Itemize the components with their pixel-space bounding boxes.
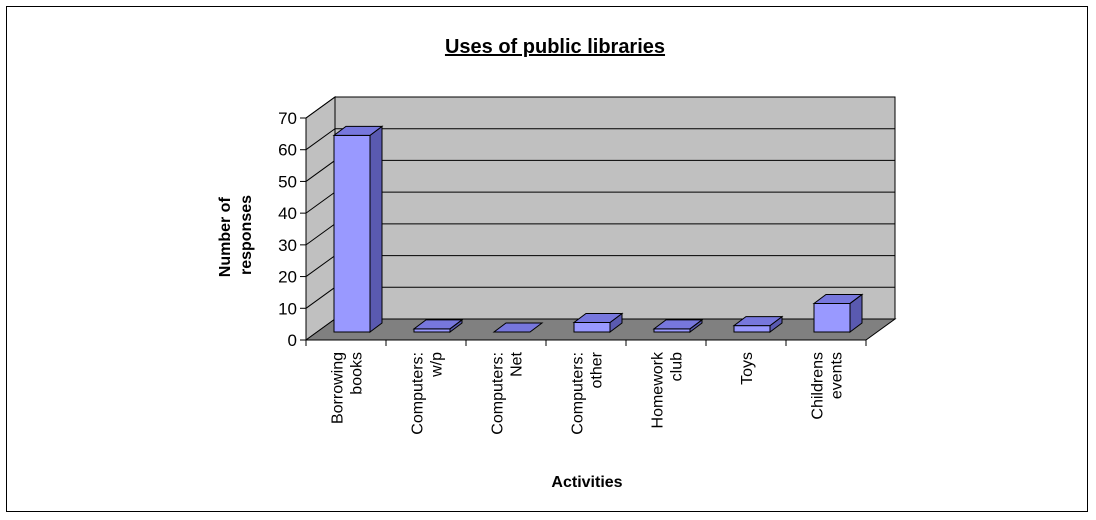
x-tick-label-line: Borrowing [330,352,347,424]
x-tick-label: Computers: w/p [410,352,446,435]
x-tick-label-line: events [829,352,846,399]
bar-side [369,125,383,333]
x-tick-label-line: Net [509,351,526,376]
bar [732,315,784,333]
bar-front [333,134,371,333]
y-tick-label: 0 [288,331,297,350]
y-tick-label: 50 [278,172,297,191]
y-axis-title-line-1: Number of [217,197,234,278]
x-tick-label-line: books [349,352,366,395]
y-tick-label: 10 [278,299,297,318]
bar [812,293,864,333]
y-tick-label: 30 [278,236,297,255]
bar-top [572,312,624,323]
bar [572,312,624,333]
gridline [305,96,895,119]
y-axis-title: Number of responses [217,193,255,277]
x-tick-label-line: Childrens [810,352,827,420]
side-wall [305,96,336,341]
bar-front [813,302,851,333]
x-tick-label: Childrens events [810,352,846,420]
bar [332,125,384,333]
bar-top [332,125,384,136]
x-tick-label-line: w/p [429,352,446,378]
bar-front [573,321,611,333]
bar-top [732,316,784,327]
x-tick-label-line: Computers: [570,352,587,435]
x-tick-label: Borrowing books [330,352,366,424]
x-tick-label: Toys [739,352,756,385]
bar [652,318,704,333]
bar-front [733,325,771,333]
y-tick-label: 60 [278,141,297,160]
x-tick-label: Homework club [650,351,686,428]
gridline [305,128,895,151]
bar-top [412,319,464,330]
bar [412,318,464,333]
x-tick-label-line: Homework [650,351,667,428]
x-tick-label: Computers: other [570,351,606,434]
x-tick-label: Computers: Net [490,351,526,434]
x-axis-title: Activities [551,474,622,491]
x-tick-label-line: Toys [739,352,756,385]
x-tick-label-line: club [669,352,686,381]
back-wall [334,96,896,320]
x-tick-label-line: Computers: [490,352,507,435]
bar [492,322,544,333]
bar-top [812,293,864,304]
y-tick-label: 40 [278,204,297,223]
bar-top [492,322,544,333]
x-tick-label-line: Computers: [410,352,427,435]
chart-title: Uses of public libraries [445,36,665,58]
y-tick-label: 20 [278,268,297,287]
y-tick-label: 70 [278,109,297,128]
bar-top [652,319,704,330]
x-tick-label-line: other [589,351,606,388]
y-axis-title-line-2: responses [238,195,255,275]
